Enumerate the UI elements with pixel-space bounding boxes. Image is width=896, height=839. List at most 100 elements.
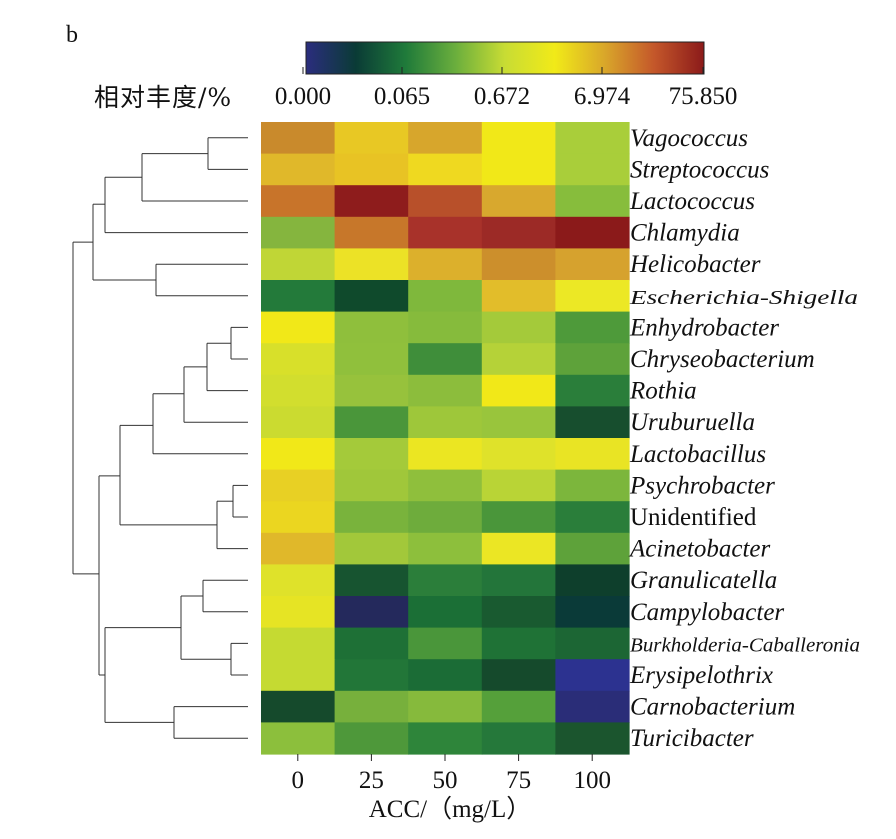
- heatmap-cell: [555, 501, 630, 534]
- heatmap-cell: [334, 722, 409, 755]
- heatmap-cell: [334, 690, 409, 723]
- heatmap-cell: [555, 690, 630, 723]
- heatmap-cell: [555, 343, 630, 376]
- heatmap-cell: [408, 722, 483, 755]
- heatmap-cell: [555, 438, 630, 471]
- heatmap-cell: [334, 343, 409, 376]
- heatmap-cell: [481, 311, 556, 344]
- heatmap-cell: [408, 311, 483, 344]
- heatmap-cell: [555, 185, 630, 218]
- row-label: Acinetobacter: [628, 536, 770, 563]
- heatmap-cell: [408, 406, 483, 439]
- heatmap-cell: [555, 122, 630, 155]
- row-label: Streptococcus: [630, 156, 769, 183]
- heatmap-cell: [481, 153, 556, 186]
- row-label: Helicobacter: [629, 251, 761, 278]
- heatmap-cell: [555, 469, 630, 502]
- heatmap-cell: [481, 501, 556, 534]
- heatmap-cell: [555, 406, 630, 439]
- x-tick-label: 0: [292, 767, 305, 794]
- heatmap-cell: [261, 501, 336, 534]
- heatmap-cell: [334, 532, 409, 565]
- row-label: Enhydrobacter: [629, 314, 779, 341]
- row-label: Chryseobacterium: [630, 346, 815, 373]
- row-label: Campylobacter: [630, 599, 784, 626]
- heatmap-cell: [408, 627, 483, 660]
- row-label: Turicibacter: [630, 725, 754, 752]
- heatmap-cell: [408, 122, 483, 155]
- heatmap-cell: [481, 659, 556, 692]
- heatmap-cell: [408, 469, 483, 502]
- heatmap-cell: [555, 596, 630, 629]
- row-label: Carnobacterium: [630, 694, 795, 721]
- heatmap-cell: [261, 248, 336, 281]
- heatmap-cell: [261, 596, 336, 629]
- heatmap-cell: [408, 690, 483, 723]
- heatmap-cell: [261, 627, 336, 660]
- colorbar-bar: [305, 41, 705, 75]
- heatmap-cell: [481, 438, 556, 471]
- heatmap-cell: [408, 374, 483, 407]
- row-label: Lactobacillus: [629, 441, 766, 468]
- heatmap-cell: [334, 216, 409, 249]
- heatmap-cell: [481, 596, 556, 629]
- heatmap-cell: [261, 122, 336, 155]
- colorbar-tick-label: 6.974: [574, 83, 631, 110]
- x-tick-label: 50: [433, 767, 458, 794]
- heatmap-cell: [334, 185, 409, 218]
- heatmap-cell: [481, 469, 556, 502]
- heatmap-cell: [555, 532, 630, 565]
- row-label: Rothia: [629, 378, 697, 405]
- heatmap-cell: [261, 406, 336, 439]
- heatmap-cell: [334, 438, 409, 471]
- heatmap-cell: [334, 374, 409, 407]
- dendrogram: [72, 137, 248, 739]
- heatmap-cell: [261, 532, 336, 565]
- heatmap-cell: [334, 596, 409, 629]
- colorbar-tick-label: 75.850: [669, 83, 738, 110]
- row-label: Erysipelothrix: [629, 662, 773, 689]
- heatmap-cell: [408, 501, 483, 534]
- heatmap-cell: [261, 311, 336, 344]
- heatmap-cell: [334, 406, 409, 439]
- heatmap-cell: [481, 690, 556, 723]
- heatmap-cell: [261, 690, 336, 723]
- heatmap-cell: [555, 311, 630, 344]
- heatmap-cell: [408, 564, 483, 597]
- heatmap-cell: [481, 627, 556, 660]
- heatmap-cell: [408, 596, 483, 629]
- heatmap-cell: [555, 248, 630, 281]
- heatmap-cell: [555, 659, 630, 692]
- colorbar-tick-label: 0.065: [374, 83, 430, 110]
- heatmap-cell: [481, 343, 556, 376]
- row-label: Uruburuella: [630, 409, 755, 436]
- heatmap-cell: [334, 564, 409, 597]
- heatmap-cell: [408, 216, 483, 249]
- row-label: Escherichia-Shigella: [629, 287, 858, 309]
- heatmap-cell: [334, 501, 409, 534]
- heatmap-cell: [555, 216, 630, 249]
- row-label: Psychrobacter: [629, 472, 775, 499]
- heatmap-cell: [334, 469, 409, 502]
- heatmap-cell: [481, 532, 556, 565]
- heatmap-cell: [334, 122, 409, 155]
- heatmap-cell: [408, 659, 483, 692]
- panel-label: b: [66, 22, 78, 48]
- heatmap-cell: [555, 374, 630, 407]
- heatmap-cell: [261, 216, 336, 249]
- heatmap-cell: [555, 722, 630, 755]
- heatmap-cell: [261, 153, 336, 186]
- row-label: Lactococcus: [629, 188, 755, 215]
- colorbar-title: 相对丰度/%: [94, 83, 233, 112]
- colorbar-tick-label: 0.672: [474, 83, 530, 110]
- heatmap-cell: [334, 311, 409, 344]
- heatmap-cell: [334, 627, 409, 660]
- x-tick-label: 25: [359, 767, 384, 794]
- x-tick-label: 75: [506, 767, 531, 794]
- heatmap-cell: [261, 343, 336, 376]
- heatmap-cell: [261, 659, 336, 692]
- heatmap-cell: [481, 722, 556, 755]
- heatmap-cell: [261, 280, 336, 313]
